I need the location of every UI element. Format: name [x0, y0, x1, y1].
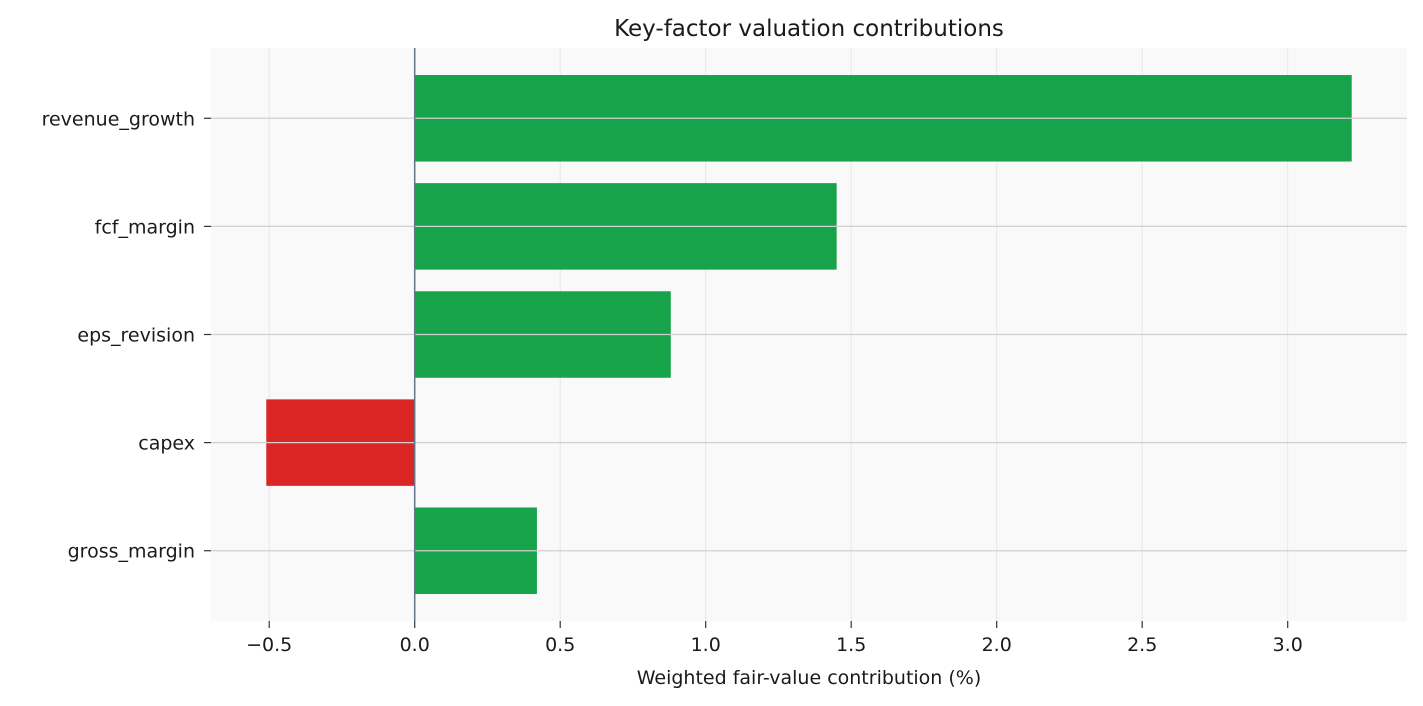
x-tick-label: −0.5: [246, 634, 292, 656]
x-axis-label: Weighted fair-value contribution (%): [637, 667, 982, 689]
y-tick-label: revenue_growth: [42, 108, 195, 130]
y-tick-label: fcf_margin: [95, 216, 195, 238]
x-tick-label: 3.0: [1273, 634, 1303, 656]
x-tick-label: 2.0: [982, 634, 1012, 656]
x-tick-label: 1.5: [836, 634, 866, 656]
y-tick-label: gross_margin: [68, 541, 195, 563]
x-axis: −0.5 0.0 0.5 1.0 1.5 2.0 2.5 3.0: [246, 621, 1303, 656]
y-axis: revenue_growth fcf_margin eps_revisioncape…: [42, 108, 211, 563]
row-lines: [211, 117, 1407, 552]
x-tick-label: 2.5: [1127, 634, 1157, 656]
x-tick-label: 0.5: [545, 634, 575, 656]
y-tick-label: eps_revision: [77, 325, 195, 347]
y-tick-label: capex: [138, 433, 195, 455]
chart-title: Key-factor valuation contributions: [614, 16, 1004, 42]
x-tick-label: 0.0: [400, 634, 430, 656]
x-tick-label: 1.0: [691, 634, 721, 656]
